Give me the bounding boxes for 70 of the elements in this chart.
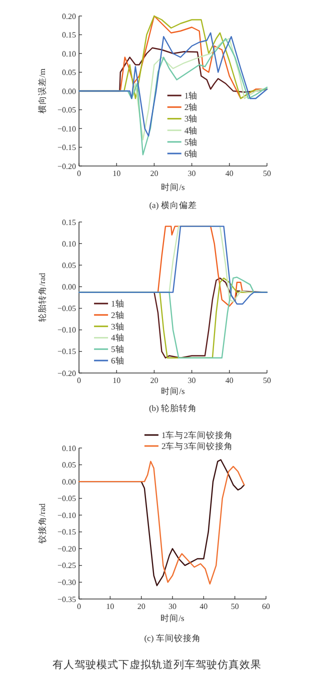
x-tick-label: 30 [168, 602, 176, 611]
y-axis-title: 铰接角/rad [37, 502, 47, 545]
text: (a) 横向偏差 [149, 200, 197, 210]
x-tick-label: 0 [77, 602, 81, 611]
x-tick-label: 50 [263, 376, 271, 385]
legend-label: 1车与2车间铰接角 [161, 430, 233, 440]
x-tick-label: 40 [225, 169, 234, 178]
x-axis-title: 时间/s [161, 182, 185, 192]
x-tick-label: 60 [262, 602, 270, 611]
x-tick-label: 40 [225, 376, 234, 385]
y-tick-label: −0.10 [57, 510, 76, 520]
y-tick-label: −0.20 [57, 162, 76, 171]
y-tick-label: 0.10 [62, 239, 76, 248]
x-tick-label: 20 [150, 169, 158, 178]
legend-label: 5轴 [184, 136, 198, 147]
x-tick-label: 10 [112, 169, 121, 178]
x-tick-label: 10 [112, 376, 121, 385]
legend-label: 5轴 [111, 344, 124, 354]
x-axis-title: 时间/s [160, 613, 184, 623]
y-tick-label: 0.00 [62, 282, 76, 292]
x-tick-label: 50 [263, 169, 271, 178]
y-tick-label: 0.05 [62, 460, 76, 470]
legend-label: 1轴 [111, 298, 124, 309]
y-tick-label: −0.05 [57, 494, 76, 504]
y-tick-label: −0.20 [57, 368, 76, 378]
y-tick-label: −0.35 [57, 594, 76, 604]
y-tick-label: 0.05 [62, 68, 76, 78]
y-tick-label: −0.05 [57, 304, 76, 314]
text: (c) 车间铰接角 [144, 633, 201, 643]
y-tick-label: 0.15 [62, 30, 76, 40]
x-tick-label: 20 [137, 602, 146, 611]
legend-label: 1轴 [184, 90, 198, 100]
legend-label: 3轴 [111, 321, 124, 332]
legend-label: 2轴 [184, 102, 198, 112]
y-tick-label: 0.05 [62, 260, 76, 270]
x-tick-label: 0 [77, 169, 81, 178]
text: 有人驾驶模式下虚拟轨道列车驾驶仿真效果 [52, 658, 262, 671]
y-tick-label: −0.20 [57, 544, 76, 554]
y-tick-label: −0.25 [57, 561, 76, 570]
y-tick-label: −0.10 [57, 124, 76, 134]
legend-label: 3轴 [184, 114, 198, 124]
x-tick-label: 20 [150, 376, 158, 385]
legend-label: 4轴 [184, 125, 198, 136]
y-axis-title: 轮胎转角/rad [37, 272, 47, 322]
legend-label: 6轴 [184, 148, 198, 158]
x-axis-title: 时间/s [161, 386, 185, 396]
y-tick-label: 0.00 [62, 477, 76, 486]
x-tick-label: 30 [188, 169, 196, 178]
x-tick-label: 0 [77, 376, 81, 385]
y-tick-label: 0.00 [62, 86, 76, 96]
x-tick-label: 50 [230, 602, 239, 611]
legend-label: 6轴 [111, 356, 124, 366]
y-tick-label: 0.15 [62, 218, 76, 227]
y-tick-label: −0.15 [57, 347, 76, 356]
text: (b) 轮胎转角 [148, 403, 198, 413]
y-tick-label: 0.10 [62, 49, 76, 58]
legend-label: 4轴 [111, 332, 124, 343]
y-tick-label: 0.20 [62, 12, 76, 21]
y-tick-label: 0.10 [62, 444, 76, 453]
x-tick-label: 10 [106, 602, 114, 611]
y-tick-label: −0.30 [57, 578, 76, 588]
y-tick-label: −0.15 [57, 528, 76, 537]
legend-label: 2车与3车间铰接角 [161, 441, 233, 451]
y-tick-label: −0.10 [57, 326, 76, 335]
y-axis-title: 横向误差/m [37, 68, 47, 114]
y-tick-label: −0.05 [57, 106, 76, 115]
y-tick-label: −0.15 [57, 143, 76, 152]
x-tick-label: 40 [200, 602, 208, 611]
x-tick-label: 30 [188, 376, 196, 385]
legend-label: 2轴 [111, 310, 124, 320]
